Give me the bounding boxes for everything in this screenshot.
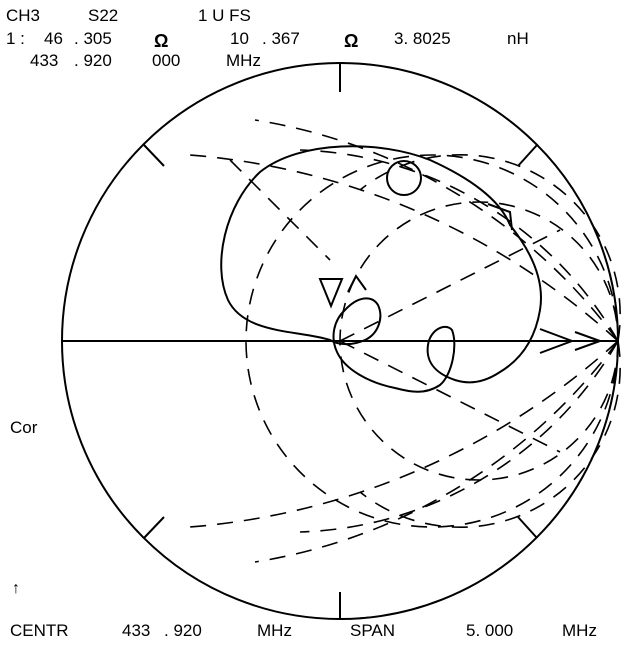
- tick-lower-left: [143, 516, 165, 539]
- trace-path: [220, 145, 542, 393]
- grid-radial-3: [229, 159, 331, 261]
- marker-frequency-int: 433: [30, 51, 59, 70]
- grid-reactance-arc-upper: [339, 62, 619, 342]
- span-label: SPAN: [350, 621, 396, 640]
- measurement-trace: [220, 145, 542, 393]
- marker-frequency-dec: . 920: [74, 51, 112, 70]
- marker-resistance-int: 46: [44, 29, 63, 48]
- span-unit: MHz: [562, 621, 597, 640]
- grid-reactance-arc-lower-4: [299, 340, 619, 533]
- trace-small-loop: [386, 160, 422, 196]
- grid-radial-2: [339, 340, 561, 453]
- marker-inductance-unit: nH: [507, 29, 529, 48]
- scale-label: 1 U FS: [198, 6, 251, 25]
- center-frequency-dec: . 920: [164, 621, 202, 640]
- marker-frequency-sub: 000: [152, 51, 181, 70]
- grid-reactance-arc-lower-5: [254, 340, 619, 563]
- marker-reactance-dec: . 367: [262, 29, 300, 48]
- parameter-label: S22: [88, 6, 119, 25]
- axis-arrowhead: [539, 328, 575, 354]
- marker-frequency-unit: MHz: [226, 51, 261, 70]
- channel-label: CH3: [6, 6, 41, 25]
- ohm-icon: Ω: [154, 31, 169, 51]
- marker-inductance: 3. 8025: [394, 29, 451, 48]
- marker-resistance-dec: . 305: [74, 29, 112, 48]
- trace-segment: [487, 203, 513, 231]
- marker-caret-icon: [347, 274, 367, 293]
- grid-reactance-arc-upper-4: [299, 149, 619, 342]
- marker-triangle-icon: [318, 278, 344, 309]
- grid-reactance-arc-lower: [339, 340, 619, 620]
- tick-lower-right: [517, 516, 538, 539]
- grid-reactance-arc-lower-2: [359, 340, 621, 528]
- tick-upper-right: [517, 144, 538, 167]
- grid-reactance-arc-upper-5: [254, 119, 619, 342]
- grid-radial-1: [339, 229, 561, 342]
- center-frequency-unit: MHz: [257, 621, 292, 640]
- span-value: 5. 000: [466, 621, 514, 640]
- marker-index: 1 :: [6, 29, 25, 48]
- grid-reactance-arc-upper-3: [189, 154, 619, 342]
- marker-reactance-int: 10: [230, 29, 249, 48]
- center-frequency-int: 433: [122, 621, 151, 640]
- marker-arrow-icon: ↑: [12, 580, 20, 597]
- center-label: CENTR: [10, 621, 69, 640]
- tick-upper-left: [143, 144, 165, 167]
- axis-arrowhead-2: [574, 331, 603, 351]
- ohm-icon-2: Ω: [344, 31, 359, 51]
- grid-reactance-arc-lower-3: [189, 340, 619, 528]
- correction-indicator: Cor: [10, 418, 38, 437]
